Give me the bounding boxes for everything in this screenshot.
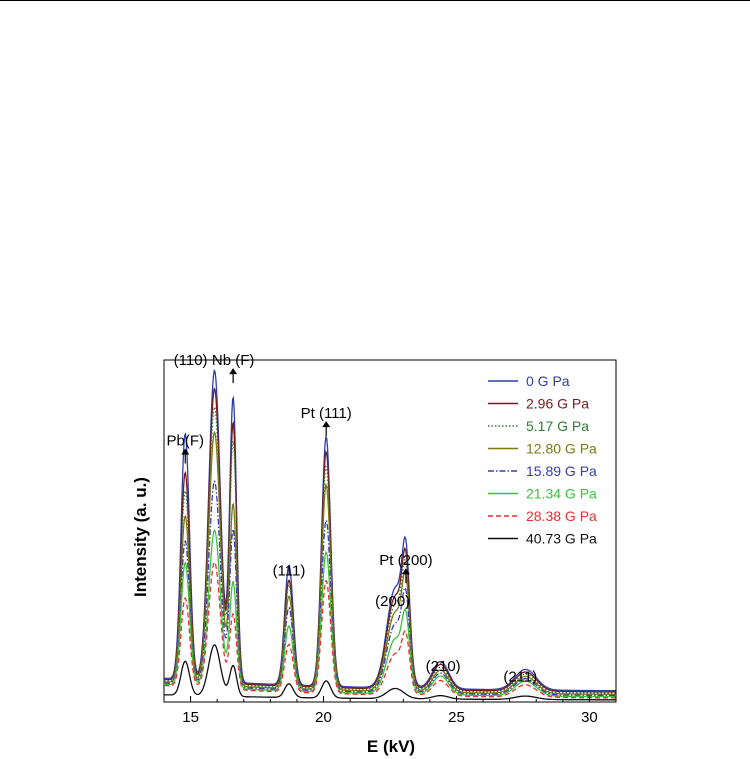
plot-frame [163,359,617,703]
arrowhead [401,568,410,575]
annotation-label: (110) [174,352,208,369]
arrowhead [229,368,238,375]
legend-entry: 12.80 G Pa [526,441,597,457]
legend-entry: 5.17 G Pa [526,418,589,434]
series-line-7 [163,561,616,699]
axes-layer: 15 20 25 30 [163,696,617,726]
x-tick-label: 25 [448,709,465,726]
series-line-5 [163,480,616,697]
annotation-label: (211) [503,668,537,685]
legend-entry: 21.34 G Pa [526,486,597,502]
legend: 0 G Pa 2.96 G Pa 5.17 G Pa 12.80 G Pa 15.89 … [488,373,597,547]
legend-entry: 40.73 G Pa [526,531,597,547]
annotation-label: Nb (F) [212,352,255,369]
x-tick-label: 30 [581,709,598,726]
annotation-label: (111) [273,562,306,579]
annotation-label: Pt (111) [301,405,352,422]
x-axis-label: E (kV) [367,737,415,756]
plot-area [163,359,617,703]
annotation-label: (200) [375,593,410,610]
legend-entry: 2.96 G Pa [526,396,589,412]
series-line-6 [163,529,616,698]
y-axis-label: Intensity (a. u.) [131,477,150,597]
annotation-label: (210) [426,658,461,675]
arrowhead [322,421,331,428]
x-tick-label: 20 [315,709,332,726]
legend-entry: 15.89 G Pa [526,463,597,479]
annotation-label: Pb(F) [167,433,205,450]
annotation-layer: (110) Nb (F) Pb(F) Pt (111) (111) (200) Pt (20… [167,352,538,685]
series-line-8 [164,644,616,701]
legend-entry: 28.38 G Pa [526,508,597,524]
arrowhead [181,448,190,455]
series-line-3 [163,405,616,694]
x-tick-label: 15 [182,709,199,726]
legend-entry: 0 G Pa [526,373,570,389]
annotation-label: Pt (200) [379,552,432,569]
page-top-rule [0,0,750,1]
series-layer [163,368,616,701]
